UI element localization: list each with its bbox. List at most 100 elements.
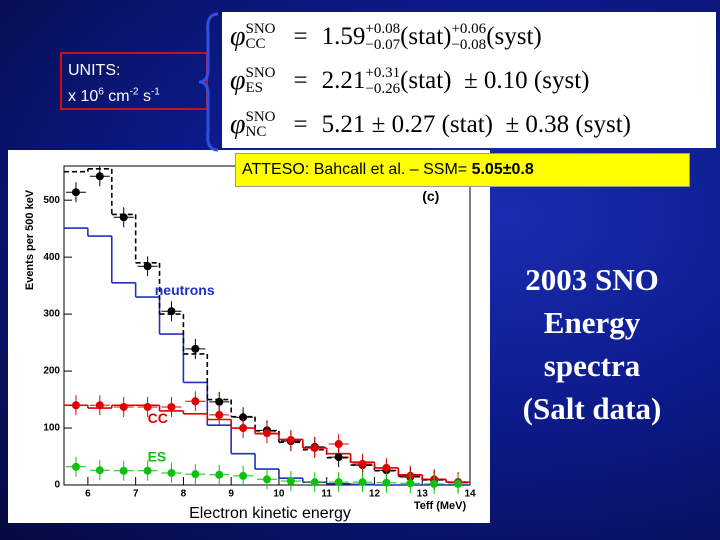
point — [430, 479, 439, 488]
point — [286, 435, 295, 444]
chart-panel — [8, 150, 490, 523]
point — [95, 466, 104, 475]
point — [406, 479, 415, 488]
equals: = — [293, 23, 308, 50]
point — [239, 413, 248, 422]
y-tick-label: 400 — [43, 252, 60, 263]
point — [263, 475, 271, 484]
point — [239, 424, 248, 433]
title-line: Energy — [543, 305, 641, 340]
equation: φ SNO CC = 1.59 +0.08 −0.07 (stat) +0.06 −0.08 (sy… — [230, 15, 542, 59]
point — [191, 344, 200, 353]
indices: SNO CC — [246, 22, 276, 52]
x-caption: Electron kinetic energy — [189, 505, 351, 522]
down: −0.26 — [365, 81, 401, 97]
indices: SNO NC — [246, 110, 276, 140]
title-line: (Salt data) — [522, 391, 662, 426]
point — [310, 443, 319, 452]
sup: SNO — [245, 65, 276, 81]
equation: φ SNO NC = 5.21 ± 0.27 (stat) ± 0.38 (syst) — [230, 103, 631, 147]
point — [215, 410, 224, 419]
annotation: neutrons — [155, 282, 215, 298]
point — [71, 462, 80, 471]
units-box: UNITS: x 106 cm-2 s-1 — [60, 52, 208, 110]
units-cm-exp: -2 — [129, 87, 139, 98]
term: (stat) ± 0.10 (syst) — [400, 67, 590, 94]
down: −0.08 — [451, 37, 487, 53]
term: 5.21 ± 0.27 (stat) ± 0.38 (syst) — [321, 111, 631, 138]
title-line: spectra — [543, 348, 641, 383]
x-tick-label: 10 — [273, 489, 285, 500]
x-tick-label: 11 — [321, 489, 332, 500]
x-tick-label: 14 — [464, 489, 476, 500]
term: 2.21 — [321, 67, 366, 94]
point — [382, 463, 391, 472]
point — [454, 479, 463, 488]
point — [167, 469, 176, 478]
term: (stat) — [400, 23, 452, 50]
units-cm: cm — [108, 88, 130, 106]
equation: φ SNO ES = 2.21 +0.31 −0.26 (stat) ± 0.10 (syst… — [230, 59, 590, 103]
point — [95, 401, 104, 410]
point — [334, 478, 343, 487]
units-factor: x 10 — [68, 88, 99, 106]
x-tick-label: 6 — [85, 489, 91, 500]
y-axis-label: Events per 500 keV — [24, 189, 36, 290]
sub: CC — [245, 36, 266, 52]
point — [334, 453, 343, 462]
up: +0.06 — [451, 21, 487, 37]
point — [119, 213, 128, 222]
point — [382, 478, 391, 487]
units-exp: 6 — [98, 87, 104, 98]
point — [239, 471, 248, 480]
phi: φ — [230, 21, 246, 52]
y-tick-label: 0 — [54, 480, 60, 491]
term: 1.59 — [321, 23, 366, 50]
point — [167, 402, 176, 411]
phi: φ — [230, 65, 246, 96]
units-label: UNITS: — [68, 62, 121, 79]
y-tick-label: 300 — [43, 309, 60, 320]
equation-box: φ SNO CC = 1.59 +0.08 −0.07 (stat) +0.06 −0.08 (sy… — [222, 12, 716, 148]
up: +0.08 — [365, 21, 401, 37]
x-tick-label: 8 — [181, 489, 187, 500]
point — [143, 402, 152, 411]
title-line: 2003 SNO — [525, 262, 659, 297]
x-tick-label: 7 — [133, 489, 139, 500]
x-tick-label: 9 — [228, 489, 234, 500]
units-value: x 106 cm-2 s-1 — [68, 87, 160, 106]
point — [358, 459, 367, 468]
units-s: s — [142, 88, 151, 106]
uncertainty: +0.06 −0.08 — [451, 21, 486, 53]
phi: φ — [230, 109, 246, 140]
x-tick-label: 13 — [417, 489, 429, 500]
y-tick-label: 500 — [43, 195, 60, 206]
down: −0.07 — [365, 37, 401, 53]
point — [167, 307, 176, 316]
equals: = — [293, 67, 308, 94]
brace — [198, 12, 219, 152]
sup: SNO — [245, 21, 276, 37]
ssm-note: ATTESO: Bahcall et al. – SSM= 5.05±0.8 — [235, 153, 690, 187]
sub: NC — [245, 124, 267, 140]
indices: SNO ES — [246, 66, 276, 96]
point — [119, 402, 128, 411]
uncertainty: +0.08 −0.07 — [365, 21, 400, 53]
annotation: ES — [148, 448, 167, 464]
point — [286, 477, 295, 486]
note-text: ATTESO: Bahcall et al. – SSM= — [242, 161, 472, 178]
sub: ES — [245, 80, 264, 96]
y-tick-label: 100 — [43, 423, 60, 434]
units-s-exp: -1 — [150, 87, 160, 98]
point — [191, 397, 200, 406]
annotation: (c) — [422, 188, 439, 204]
point — [95, 172, 104, 181]
up: +0.31 — [365, 65, 401, 81]
point — [215, 470, 224, 479]
y-tick-label: 200 — [43, 366, 60, 377]
point — [191, 470, 200, 479]
point — [143, 466, 152, 475]
annotation: CC — [148, 410, 168, 426]
